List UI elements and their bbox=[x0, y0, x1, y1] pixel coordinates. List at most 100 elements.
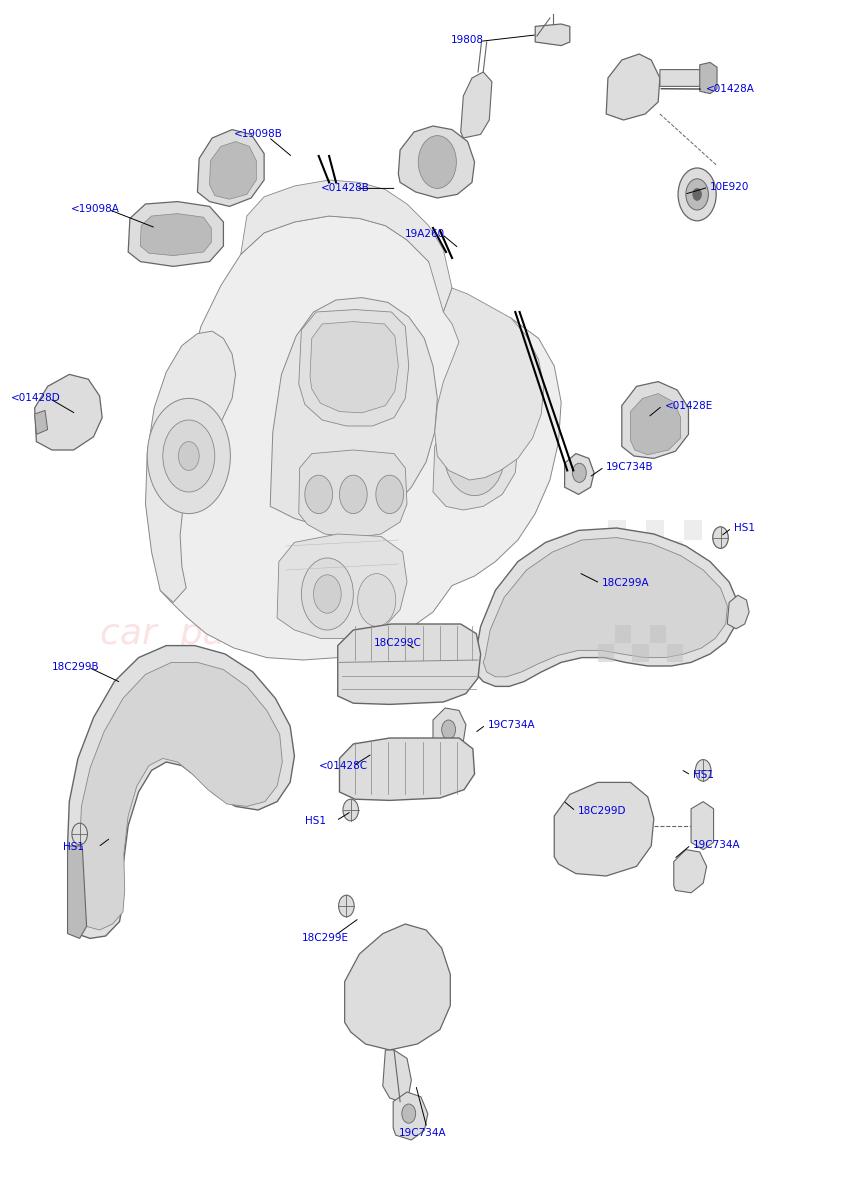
Text: <19098A: <19098A bbox=[71, 204, 120, 214]
Polygon shape bbox=[393, 1092, 428, 1140]
Bar bbox=[667, 644, 683, 662]
Circle shape bbox=[442, 720, 456, 739]
Bar bbox=[646, 520, 664, 540]
Polygon shape bbox=[622, 382, 688, 458]
Text: 18C299A: 18C299A bbox=[602, 578, 650, 588]
Bar bbox=[665, 628, 683, 648]
Polygon shape bbox=[606, 54, 660, 120]
Circle shape bbox=[695, 760, 711, 781]
Circle shape bbox=[418, 136, 456, 188]
Polygon shape bbox=[461, 72, 492, 138]
Polygon shape bbox=[299, 310, 409, 426]
Circle shape bbox=[678, 168, 716, 221]
Bar bbox=[598, 644, 614, 662]
Circle shape bbox=[358, 574, 396, 626]
Polygon shape bbox=[339, 738, 475, 800]
Circle shape bbox=[444, 412, 505, 496]
Polygon shape bbox=[435, 288, 544, 480]
Polygon shape bbox=[299, 450, 407, 538]
Text: 19C734A: 19C734A bbox=[693, 840, 740, 850]
Polygon shape bbox=[68, 646, 294, 938]
Polygon shape bbox=[630, 394, 681, 455]
Bar bbox=[684, 520, 702, 540]
Circle shape bbox=[339, 895, 354, 917]
Text: 19C734B: 19C734B bbox=[606, 462, 654, 472]
Polygon shape bbox=[383, 1050, 411, 1102]
Bar bbox=[650, 625, 666, 643]
Polygon shape bbox=[433, 708, 466, 751]
Polygon shape bbox=[310, 322, 398, 413]
Bar bbox=[589, 584, 607, 605]
Bar bbox=[646, 563, 664, 583]
Circle shape bbox=[402, 1104, 416, 1123]
Polygon shape bbox=[80, 662, 282, 930]
Polygon shape bbox=[691, 802, 714, 850]
Polygon shape bbox=[660, 70, 703, 86]
Text: 19808: 19808 bbox=[450, 35, 483, 44]
Polygon shape bbox=[483, 538, 727, 677]
Polygon shape bbox=[140, 214, 211, 256]
Text: 18C299C: 18C299C bbox=[374, 638, 422, 648]
Circle shape bbox=[147, 398, 230, 514]
Text: <01428C: <01428C bbox=[319, 761, 368, 770]
Polygon shape bbox=[700, 62, 717, 94]
Polygon shape bbox=[398, 126, 475, 198]
Bar bbox=[665, 584, 683, 605]
Bar bbox=[627, 584, 645, 605]
Text: 18C299E: 18C299E bbox=[301, 934, 348, 943]
Polygon shape bbox=[433, 402, 518, 510]
Text: HS1: HS1 bbox=[305, 816, 326, 826]
Bar bbox=[608, 563, 626, 583]
Circle shape bbox=[313, 575, 341, 613]
Bar bbox=[589, 541, 607, 562]
Polygon shape bbox=[241, 180, 452, 312]
Circle shape bbox=[301, 558, 353, 630]
Polygon shape bbox=[145, 331, 236, 602]
Circle shape bbox=[178, 442, 199, 470]
Circle shape bbox=[72, 823, 87, 845]
Text: HS1: HS1 bbox=[63, 842, 84, 852]
Polygon shape bbox=[35, 410, 48, 434]
Polygon shape bbox=[128, 202, 223, 266]
Polygon shape bbox=[197, 130, 264, 206]
Circle shape bbox=[339, 475, 367, 514]
Text: 18C299B: 18C299B bbox=[52, 662, 100, 672]
Polygon shape bbox=[345, 924, 450, 1050]
Polygon shape bbox=[277, 534, 407, 638]
Text: 19C734A: 19C734A bbox=[398, 1128, 446, 1138]
Polygon shape bbox=[475, 528, 738, 686]
Text: scuderia: scuderia bbox=[160, 547, 441, 605]
Text: <01428D: <01428D bbox=[11, 394, 61, 403]
Bar bbox=[615, 625, 631, 643]
Text: <01428A: <01428A bbox=[706, 84, 754, 94]
Bar bbox=[589, 628, 607, 648]
Circle shape bbox=[343, 799, 359, 821]
Circle shape bbox=[572, 463, 586, 482]
Polygon shape bbox=[35, 374, 102, 450]
Bar bbox=[627, 541, 645, 562]
Bar bbox=[646, 606, 664, 626]
Circle shape bbox=[686, 179, 708, 210]
Polygon shape bbox=[727, 595, 749, 629]
Circle shape bbox=[163, 420, 215, 492]
Polygon shape bbox=[160, 216, 561, 660]
Bar bbox=[684, 563, 702, 583]
Circle shape bbox=[459, 432, 490, 475]
Circle shape bbox=[305, 475, 333, 514]
Bar bbox=[632, 644, 649, 662]
Text: car  parts: car parts bbox=[100, 617, 272, 650]
Text: <01428E: <01428E bbox=[665, 401, 714, 410]
Bar bbox=[665, 541, 683, 562]
Text: <01428B: <01428B bbox=[320, 184, 369, 193]
Polygon shape bbox=[565, 454, 594, 494]
Bar bbox=[684, 606, 702, 626]
Circle shape bbox=[693, 188, 701, 200]
Polygon shape bbox=[270, 298, 437, 526]
Text: 19A260: 19A260 bbox=[405, 229, 445, 239]
Bar bbox=[608, 606, 626, 626]
Polygon shape bbox=[210, 142, 256, 199]
Circle shape bbox=[713, 527, 728, 548]
Circle shape bbox=[376, 475, 404, 514]
Polygon shape bbox=[68, 846, 87, 938]
Bar bbox=[627, 628, 645, 648]
